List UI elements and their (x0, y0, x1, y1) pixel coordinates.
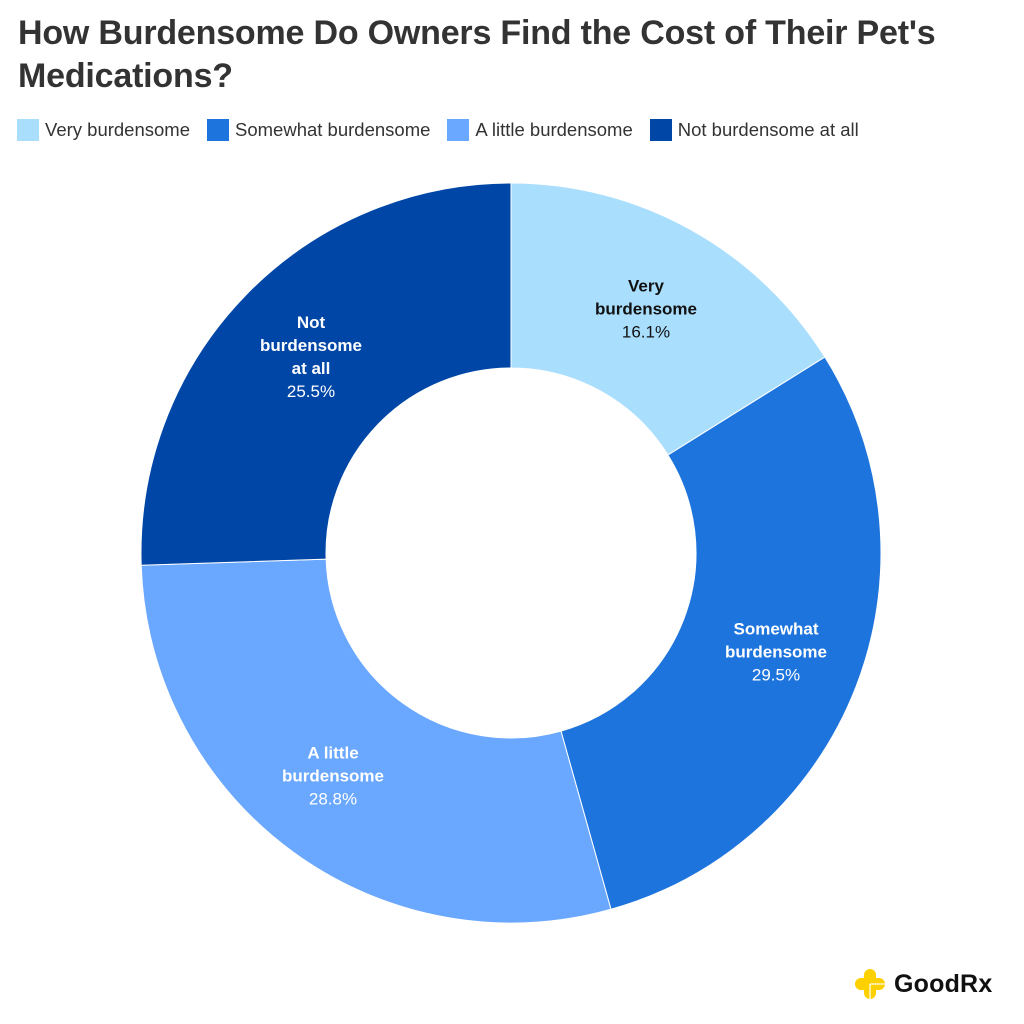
chart-title: How Burdensome Do Owners Find the Cost o… (18, 14, 936, 95)
goodrx-logo: GoodRx (854, 968, 992, 1000)
slice-label-somewhat-burdensome: Somewhat burdensome 29.5% (725, 618, 827, 687)
legend-label: Very burdensome (45, 119, 191, 140)
slice-label-name: Not burdensome at all (259, 313, 363, 378)
legend: Very burdensome Somewhat burdensome A li… (17, 119, 876, 141)
slice-label-a-little-burdensome: A little burdensome 28.8% (282, 742, 384, 811)
legend-item-somewhat-burdensome: Somewhat burdensome (207, 119, 430, 141)
goodrx-plus-icon (855, 969, 885, 999)
donut-slice-very-burdensome (510, 182, 826, 456)
legend-item-a-little-burdensome: A little burdensome (447, 119, 633, 141)
slice-label-name: Very burdensome (594, 276, 698, 319)
slice-label-name: A little burdensome (281, 743, 385, 786)
legend-swatch (447, 119, 470, 141)
slice-label-value: 28.8% (308, 789, 358, 809)
legend-item-very-burdensome: Very burdensome (17, 119, 190, 141)
legend-label: Not burdensome at all (677, 119, 859, 140)
legend-label: A little burdensome (475, 119, 633, 140)
legend-item-not-burdensome-at-all: Not burdensome at all (649, 119, 859, 141)
legend-swatch (17, 119, 39, 141)
slice-label-very-burdensome: Very burdensome 16.1% (595, 275, 697, 344)
slice-label-value: 29.5% (751, 665, 801, 685)
goodrx-wordmark: GoodRx (894, 969, 993, 998)
donut-slice-somewhat-burdensome (560, 356, 882, 910)
slice-label-value: 25.5% (286, 382, 336, 401)
slice-label-name: Somewhat burdensome (724, 619, 828, 662)
slice-label-not-burdensome-at-all: Not burdensome at all 25.5% (260, 311, 362, 403)
legend-swatch (207, 119, 230, 141)
legend-label: Somewhat burdensome (235, 119, 431, 140)
donut-slice-not-burdensome-at-all (140, 182, 512, 566)
donut-slice-a-little-burdensome (140, 558, 612, 924)
legend-swatch (649, 119, 672, 141)
slice-label-value: 16.1% (621, 322, 671, 342)
